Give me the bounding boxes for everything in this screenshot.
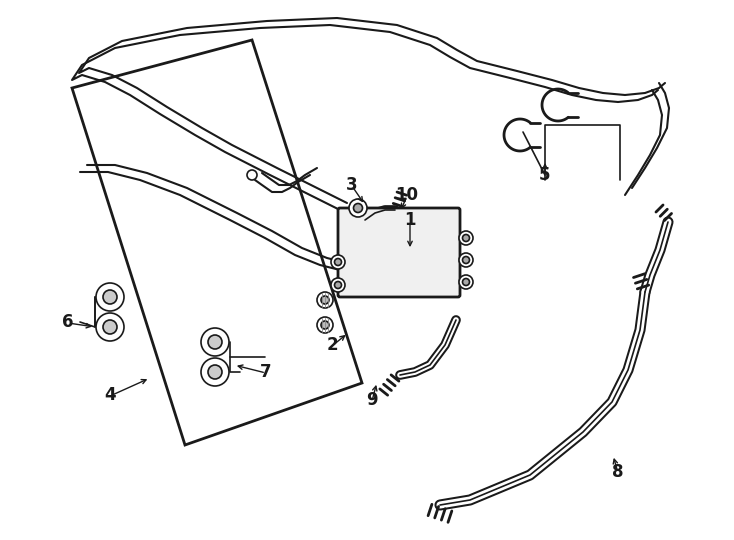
Circle shape xyxy=(459,275,473,289)
Circle shape xyxy=(335,259,341,266)
Text: 5: 5 xyxy=(539,166,550,184)
Circle shape xyxy=(335,281,341,288)
Text: 6: 6 xyxy=(62,313,73,331)
Circle shape xyxy=(459,231,473,245)
Circle shape xyxy=(103,320,117,334)
Circle shape xyxy=(462,279,470,286)
Circle shape xyxy=(459,253,473,267)
Circle shape xyxy=(317,292,333,308)
Circle shape xyxy=(331,278,345,292)
Circle shape xyxy=(321,296,329,304)
Circle shape xyxy=(208,335,222,349)
Text: 8: 8 xyxy=(612,463,624,481)
Circle shape xyxy=(103,290,117,304)
Circle shape xyxy=(96,283,124,311)
Text: 1: 1 xyxy=(404,211,415,229)
Circle shape xyxy=(462,256,470,264)
Text: 4: 4 xyxy=(104,386,116,404)
Polygon shape xyxy=(72,40,362,445)
Circle shape xyxy=(201,328,229,356)
Text: 9: 9 xyxy=(366,391,378,409)
Circle shape xyxy=(96,313,124,341)
Circle shape xyxy=(201,358,229,386)
Text: 2: 2 xyxy=(326,336,338,354)
Text: 7: 7 xyxy=(260,363,272,381)
Circle shape xyxy=(317,317,333,333)
Circle shape xyxy=(247,170,257,180)
FancyBboxPatch shape xyxy=(338,208,460,297)
Circle shape xyxy=(349,199,367,217)
Circle shape xyxy=(462,234,470,241)
Text: 10: 10 xyxy=(396,186,418,204)
Circle shape xyxy=(354,204,363,213)
Text: 3: 3 xyxy=(346,176,357,194)
Circle shape xyxy=(321,321,329,329)
Circle shape xyxy=(208,365,222,379)
Circle shape xyxy=(331,255,345,269)
